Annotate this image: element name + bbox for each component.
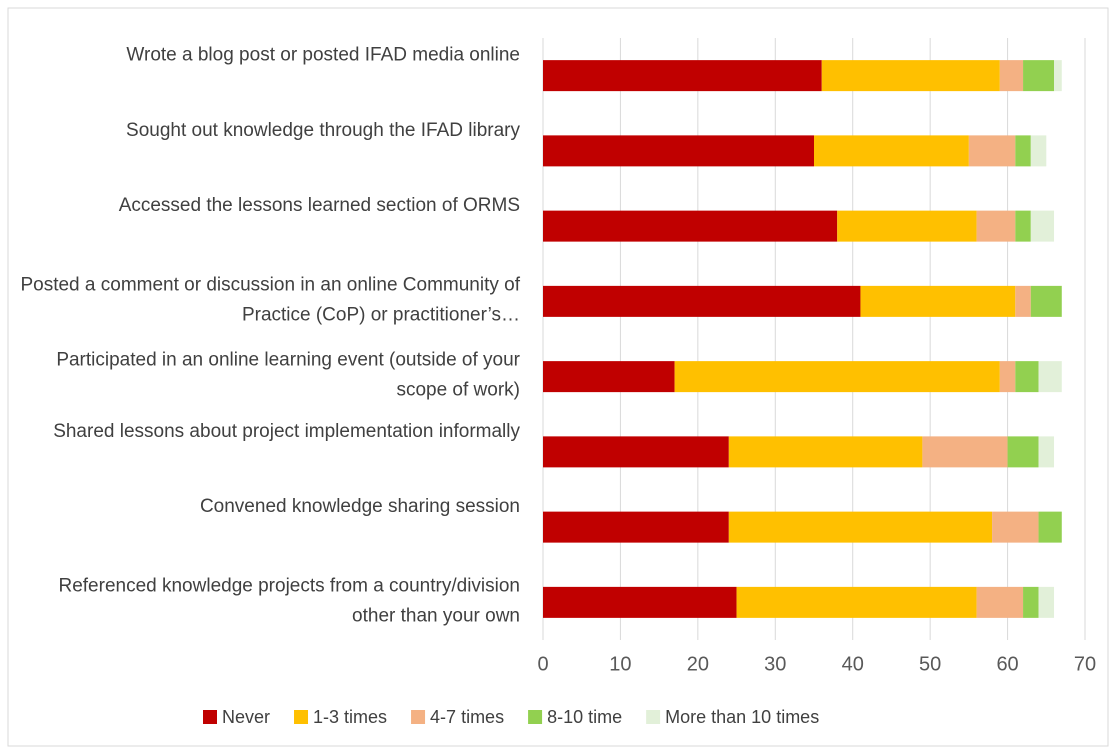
x-tick-label: 70 [1074, 653, 1096, 675]
bar-segment [543, 586, 737, 618]
y-tick-label: Sought out knowledge through the IFAD li… [126, 120, 520, 141]
bar-segment [976, 586, 1024, 618]
bar-segment [543, 285, 861, 317]
y-tick-label: Referenced knowledge projects from a cou… [58, 575, 520, 626]
bar-segment [1015, 210, 1031, 242]
bar-segment [543, 210, 838, 242]
bar-segment [1030, 210, 1055, 242]
bar-segment [1015, 361, 1039, 393]
bar-segment [1038, 361, 1062, 393]
bar-segment [1030, 285, 1062, 317]
x-tick-label: 10 [609, 653, 631, 675]
bar-segment [922, 436, 1008, 468]
legend-swatch [646, 710, 661, 724]
bar-segment [837, 210, 977, 242]
bar-segment [976, 210, 1016, 242]
bar-segment [999, 60, 1024, 92]
x-tick-label: 40 [842, 653, 864, 675]
bar-segment [821, 60, 1000, 92]
x-tick-label: 20 [687, 653, 709, 675]
y-tick-label: Shared lessons about project implementat… [53, 421, 520, 442]
bar-segment [1015, 285, 1031, 317]
bar-segment [736, 586, 977, 618]
y-tick-label: Convened knowledge sharing session [200, 496, 520, 517]
y-tick-label: Wrote a blog post or posted IFAD media o… [126, 45, 520, 66]
bar-segment [543, 511, 729, 543]
bar-segment [1038, 436, 1055, 468]
bar-segment [1023, 586, 1039, 618]
bar-segment [968, 135, 1016, 167]
y-tick-label: Posted a comment or discussion in an onl… [20, 274, 520, 325]
bar-segment [814, 135, 969, 167]
x-tick-label: 30 [764, 653, 786, 675]
bar-segment [728, 511, 993, 543]
bar-segment [1015, 135, 1031, 167]
bar-segment [1054, 60, 1062, 92]
y-tick-label: Participated in an online learning event… [56, 350, 520, 401]
legend-label: 8-10 time [547, 707, 622, 727]
bar-segment [860, 285, 1016, 317]
legend-label: 4-7 times [430, 707, 504, 727]
bar-segment [1038, 586, 1055, 618]
y-tick-label: Accessed the lessons learned section of … [119, 195, 520, 216]
bar-segment [1023, 60, 1055, 92]
legend-label: 1-3 times [313, 707, 387, 727]
bar-segment [999, 361, 1016, 393]
legend-swatch [203, 710, 217, 724]
bar-segment [1038, 511, 1062, 543]
legend-swatch [411, 710, 426, 724]
legend-label: Never [222, 707, 270, 727]
x-tick-label: 50 [919, 653, 941, 675]
bar-segment [543, 60, 822, 92]
bar-segment [543, 436, 729, 468]
bar-segment [674, 361, 1000, 393]
x-tick-label: 0 [537, 653, 548, 675]
bar-segment [543, 361, 675, 393]
bar-segment [1007, 436, 1039, 468]
x-tick-label: 60 [996, 653, 1018, 675]
bar-segment [543, 135, 814, 167]
bar-segment [992, 511, 1039, 543]
legend-label: More than 10 times [665, 707, 819, 727]
legend-swatch [528, 710, 543, 724]
legend-swatch [294, 710, 309, 724]
bar-segment [728, 436, 923, 468]
bar-segment [1030, 135, 1047, 167]
